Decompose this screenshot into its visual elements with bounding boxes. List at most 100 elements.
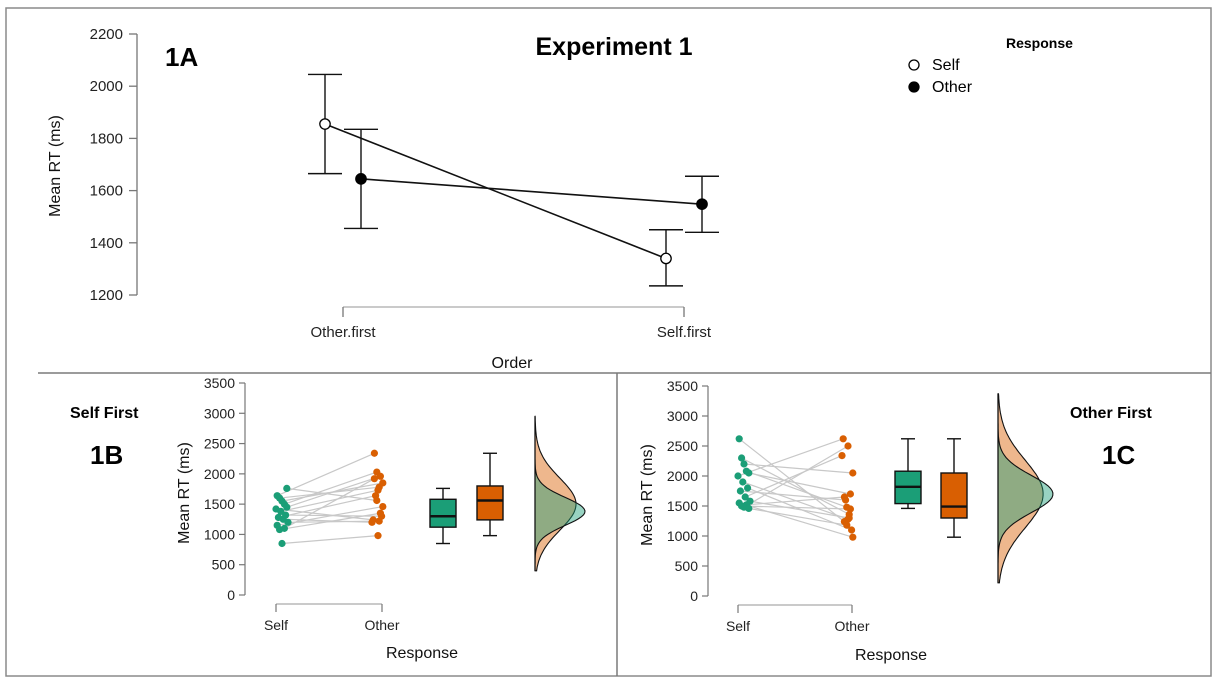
pair-line (279, 512, 381, 531)
pair-line (280, 489, 379, 512)
pair-line (286, 487, 377, 502)
point-other (379, 502, 387, 511)
data-point-other (696, 198, 708, 211)
y-tick-label: 2500 (667, 438, 698, 454)
y-tick-label: 3500 (204, 375, 235, 391)
point-self (283, 484, 291, 492)
panel-label-1c: 1C (1102, 440, 1135, 470)
pair-line (741, 457, 850, 515)
pair-line (281, 535, 379, 545)
point-other (376, 472, 384, 480)
y-axis-title-1b: Mean RT (ms) (176, 442, 193, 544)
point-self (739, 478, 747, 486)
chart-title-1a: Experiment 1 (535, 33, 692, 61)
point-other (846, 490, 855, 498)
point-other (838, 452, 846, 460)
data-point-other (355, 173, 367, 185)
y-axis-title-1c: Mean RT (ms) (639, 444, 656, 546)
x-axis-title-1c: Response (855, 647, 927, 664)
panel-title-1b: Self First (70, 405, 139, 422)
point-other (375, 517, 383, 525)
x-tick-label: Other (364, 617, 399, 633)
pair-line (286, 475, 381, 508)
y-tick-label: 500 (212, 557, 236, 573)
y-tick-label: 0 (227, 587, 235, 603)
pair-line (749, 500, 850, 519)
pair-line (746, 470, 848, 508)
data-point-self (660, 252, 672, 265)
pair-line (743, 445, 849, 508)
pair-line (276, 452, 375, 497)
y-tick-label: 2000 (204, 466, 235, 482)
pair-line (743, 463, 853, 474)
point-self (284, 518, 292, 526)
legend-marker-self (908, 59, 920, 71)
pair-line (275, 508, 374, 521)
point-self (734, 472, 742, 480)
y-tick-label-1a: 1800 (90, 130, 123, 147)
y-tick-label: 3000 (667, 408, 698, 424)
y-axis-title-1a: Mean RT (ms) (47, 115, 64, 217)
y-tick-label: 1000 (204, 526, 235, 542)
pair-line (737, 438, 844, 477)
panel-title-1c: Other First (1070, 405, 1152, 422)
y-tick-label-1a: 1200 (90, 287, 123, 304)
point-other (379, 479, 387, 487)
point-self (278, 539, 286, 548)
point-other (368, 518, 376, 526)
x-tick-label-1a: Self.first (657, 324, 712, 341)
data-point-self (319, 118, 331, 130)
legend-marker-other (908, 81, 920, 93)
pair-line (744, 455, 843, 498)
point-self (741, 493, 749, 501)
point-other (849, 469, 857, 477)
pair-line (739, 502, 853, 538)
point-self (738, 454, 746, 462)
y-tick-label: 2000 (667, 468, 698, 484)
panel-1a: 1200 1400 1600 1800 2000 2200 Other.first Self.… (90, 26, 719, 341)
y-tick-label-1a: 2000 (90, 78, 123, 95)
point-other (843, 521, 851, 529)
panel-label-1b: 1B (90, 440, 123, 470)
point-other (845, 514, 853, 522)
legend-label-other: Other (932, 79, 973, 96)
x-tick-label: Self (726, 618, 750, 634)
box-other (476, 485, 504, 521)
y-tick-label-1a: 2200 (90, 26, 123, 43)
x-axis-title-1b: Response (386, 645, 458, 662)
x-tick-label: Other (834, 618, 869, 634)
y-tick-label-1a: 1600 (90, 183, 123, 200)
point-self (735, 435, 743, 443)
y-tick-label: 0 (690, 588, 698, 604)
point-other (376, 509, 384, 517)
y-tick-label: 1500 (204, 496, 235, 512)
series-line-other (360, 178, 703, 205)
y-tick-label: 3000 (204, 405, 235, 421)
point-self (745, 469, 753, 477)
point-self (736, 487, 745, 495)
point-self (745, 504, 753, 512)
point-other (373, 496, 381, 505)
pair-line (284, 478, 375, 529)
point-other (846, 505, 855, 513)
y-tick-label: 500 (675, 558, 699, 574)
y-tick-label: 1000 (667, 528, 698, 544)
point-other (849, 533, 857, 541)
panel-1b: 0 500 1000 1500 2000 2500 3000 3500 Self Other (204, 375, 586, 633)
pair-line (278, 495, 376, 519)
density-other (997, 393, 1044, 584)
y-tick-label: 2500 (204, 436, 235, 452)
box-self (429, 498, 457, 528)
pair-line (748, 472, 851, 495)
x-tick-label-1a: Other.first (310, 324, 376, 341)
point-other (844, 442, 852, 450)
legend-label-self: Self (932, 57, 960, 74)
point-other (370, 449, 378, 457)
y-tick-label: 1500 (667, 498, 698, 514)
legend-title-1a: Response (1006, 35, 1073, 51)
point-other (839, 435, 847, 443)
y-tick-label-1a: 1400 (90, 235, 123, 252)
box-other (940, 472, 968, 519)
panel-label-1a: 1A (165, 42, 198, 72)
